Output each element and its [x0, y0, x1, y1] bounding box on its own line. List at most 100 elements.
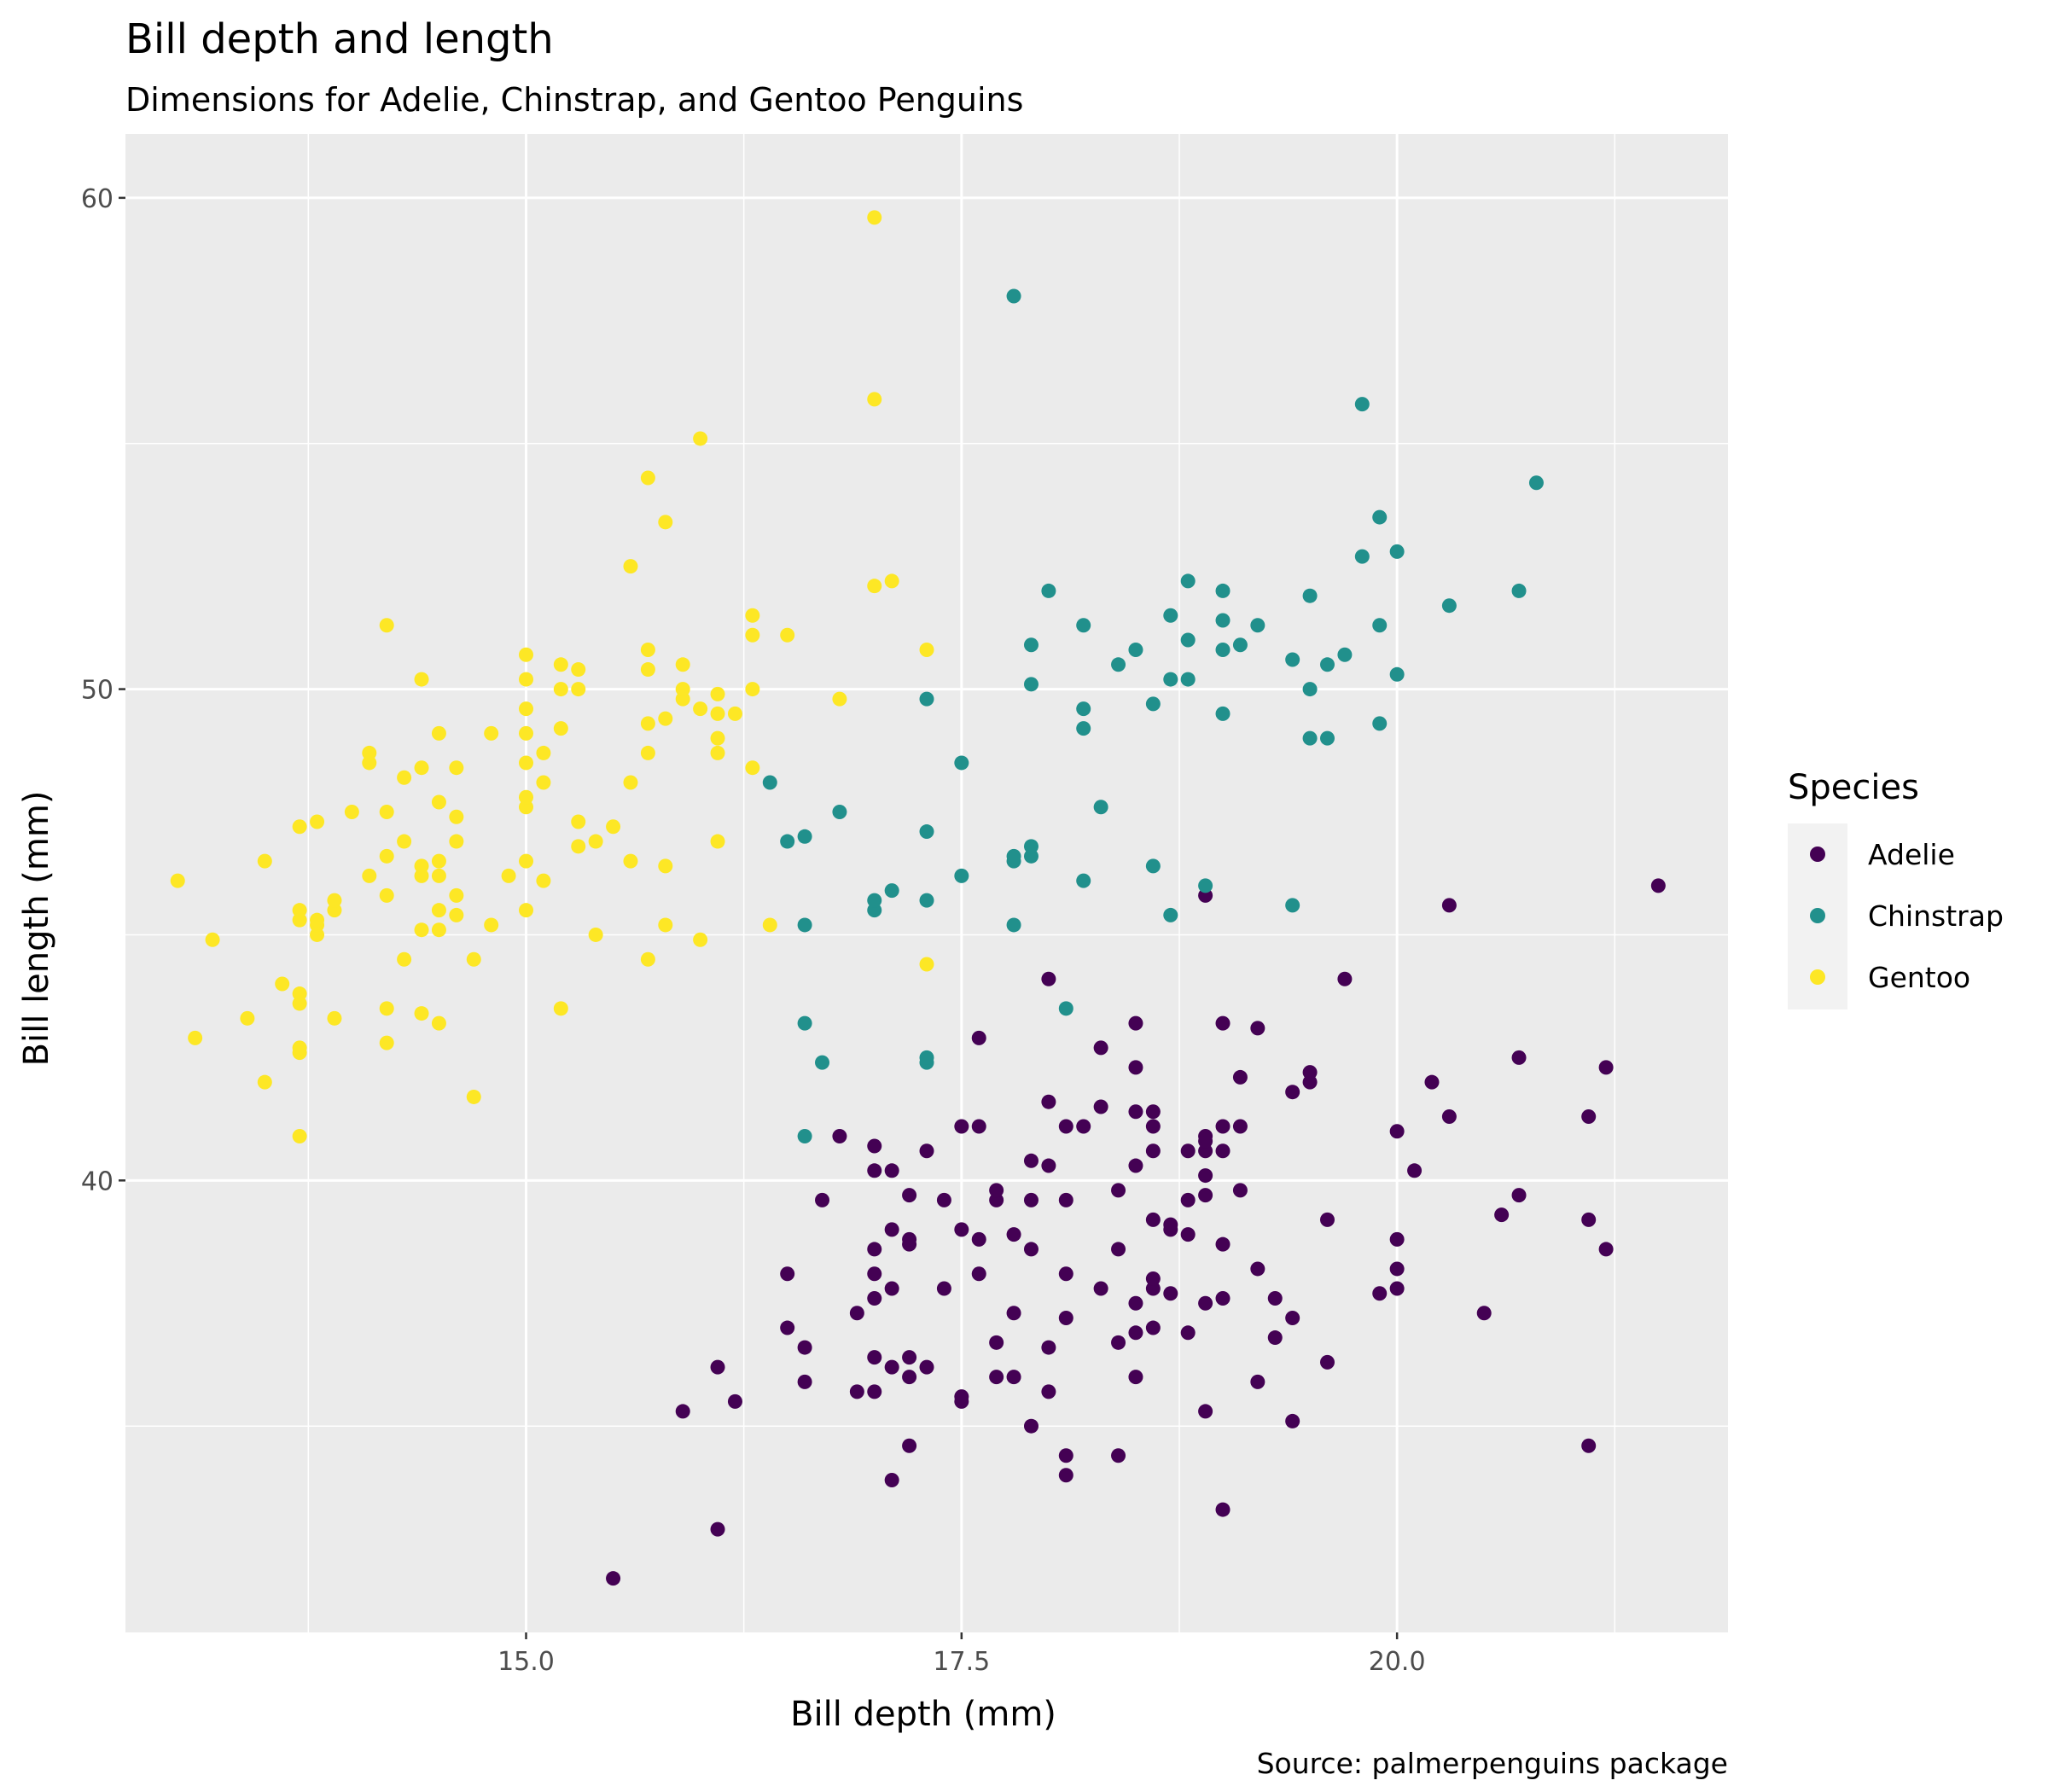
point-chinstrap [1302, 730, 1318, 746]
point-gentoo [449, 834, 464, 849]
point-adelie [1111, 1183, 1126, 1198]
point-adelie [1302, 1065, 1318, 1080]
data-points [170, 210, 1666, 1586]
point-adelie [971, 1266, 986, 1282]
point-adelie [710, 1359, 725, 1375]
point-adelie [1424, 1074, 1440, 1090]
point-gentoo [414, 760, 429, 776]
point-gentoo [292, 819, 307, 835]
point-gentoo [710, 834, 725, 849]
point-adelie [1076, 1119, 1091, 1134]
point-gentoo [745, 608, 760, 623]
point-adelie [815, 1192, 830, 1207]
point-adelie [1267, 1290, 1283, 1306]
point-adelie [727, 1393, 742, 1409]
point-adelie [1267, 1330, 1283, 1346]
point-chinstrap [1302, 588, 1318, 603]
point-adelie [1389, 1124, 1405, 1139]
point-chinstrap [1372, 716, 1388, 731]
point-adelie [1198, 1129, 1213, 1144]
point-gentoo [588, 834, 603, 849]
point-gentoo [397, 834, 412, 849]
point-chinstrap [1076, 701, 1091, 717]
point-adelie [1232, 1119, 1248, 1134]
point-chinstrap [954, 755, 969, 771]
point-gentoo [675, 682, 690, 697]
point-adelie [1128, 1325, 1143, 1341]
point-adelie [919, 1359, 934, 1375]
point-gentoo [675, 657, 690, 672]
point-adelie [1111, 1335, 1126, 1350]
point-gentoo [519, 789, 533, 805]
point-adelie [1023, 1418, 1039, 1434]
point-adelie [989, 1370, 1004, 1385]
point-chinstrap [867, 893, 882, 908]
point-adelie [1511, 1050, 1527, 1065]
point-chinstrap [1250, 618, 1265, 633]
point-gentoo [414, 922, 429, 938]
point-gentoo [919, 957, 934, 972]
point-adelie [1372, 1286, 1388, 1301]
point-adelie [1128, 1104, 1143, 1120]
point-chinstrap [1320, 730, 1335, 746]
point-adelie [1215, 1236, 1231, 1252]
point-gentoo [553, 657, 568, 672]
point-chinstrap [1180, 632, 1196, 648]
point-gentoo [379, 887, 394, 903]
point-adelie [1215, 1290, 1231, 1306]
point-gentoo [519, 647, 533, 662]
y-axis-title: Bill length (mm) [17, 791, 56, 1067]
point-chinstrap [1006, 288, 1021, 304]
point-gentoo [275, 976, 290, 992]
point-chinstrap [797, 917, 812, 933]
point-adelie [1006, 1370, 1021, 1385]
point-gentoo [292, 1129, 307, 1144]
point-adelie [954, 1389, 969, 1405]
point-adelie [1093, 1099, 1108, 1114]
point-chinstrap [1076, 618, 1091, 633]
point-chinstrap [780, 834, 795, 849]
point-adelie [902, 1370, 917, 1385]
point-chinstrap [1215, 613, 1231, 628]
point-chinstrap [1058, 1001, 1073, 1016]
point-adelie [1215, 1143, 1231, 1159]
chart-subtitle: Dimensions for Adelie, Chinstrap, and Ge… [125, 81, 1023, 119]
point-adelie [1041, 1158, 1056, 1173]
point-gentoo [484, 725, 499, 741]
point-adelie [936, 1281, 951, 1296]
point-adelie [954, 1222, 969, 1237]
point-chinstrap [1320, 657, 1335, 672]
x-axis: 15.0 17.5 20.0 [497, 1632, 1426, 1677]
point-adelie [1023, 1153, 1039, 1168]
point-chinstrap [1389, 666, 1405, 682]
point-adelie [780, 1320, 795, 1335]
point-gentoo [710, 745, 725, 760]
point-adelie [1006, 1227, 1021, 1242]
point-chinstrap [1180, 573, 1196, 589]
point-adelie [989, 1183, 1004, 1198]
point-adelie [1215, 1015, 1231, 1031]
point-chinstrap [1215, 643, 1231, 658]
point-gentoo [519, 903, 533, 918]
point-gentoo [623, 559, 638, 574]
point-adelie [1058, 1192, 1073, 1207]
point-adelie [1128, 1158, 1143, 1173]
point-gentoo [431, 1015, 446, 1031]
point-gentoo [257, 853, 272, 869]
point-adelie [832, 1129, 847, 1144]
point-gentoo [519, 672, 533, 687]
point-gentoo [519, 755, 533, 771]
legend-label-adelie: Adelie [1868, 838, 1955, 871]
point-chinstrap [1441, 598, 1457, 614]
point-adelie [1128, 1060, 1143, 1075]
legend-label-chinstrap: Chinstrap [1868, 899, 2004, 933]
point-chinstrap [1163, 608, 1178, 623]
point-gentoo [693, 431, 708, 446]
point-chinstrap [1511, 583, 1527, 598]
point-chinstrap [919, 824, 934, 840]
minor-gridlines [125, 134, 1728, 1632]
point-adelie [1058, 1266, 1073, 1282]
point-adelie [936, 1192, 951, 1207]
point-adelie [1320, 1354, 1335, 1370]
point-adelie [1215, 1119, 1231, 1134]
